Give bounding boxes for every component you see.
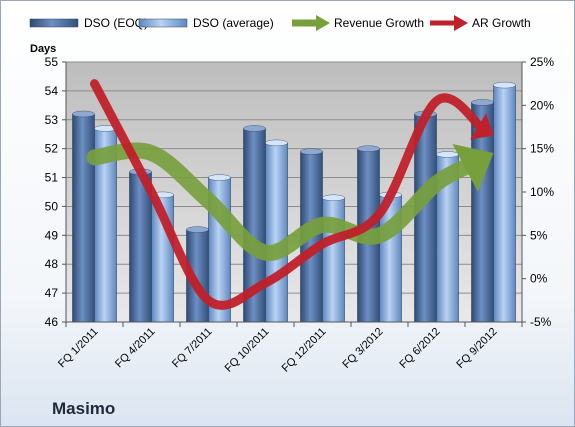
legend-label: DSO (average) <box>193 16 274 30</box>
bar-cap <box>186 226 209 233</box>
bar <box>72 113 95 323</box>
y-tick-label: 46 <box>45 315 59 329</box>
y2-tick-label: -5% <box>530 315 552 329</box>
y-tick-label: 52 <box>45 142 59 156</box>
y-tick-label: 48 <box>45 257 59 271</box>
bar-cap <box>243 125 266 132</box>
bar-cap <box>72 110 95 118</box>
bar <box>265 142 288 323</box>
legend-swatch <box>29 18 79 28</box>
y-tick-label: 51 <box>45 171 59 185</box>
y-tick-label: 53 <box>45 113 59 127</box>
x-tick-label: FQ 10/2011 <box>223 326 272 375</box>
legend-label: AR Growth <box>472 16 531 30</box>
y2-tick-label: 25% <box>530 55 554 69</box>
bar-cap <box>357 145 380 152</box>
y-tick-label: 50 <box>45 199 59 213</box>
x-tick-label: FQ 9/2012 <box>454 326 499 371</box>
bar-cap <box>265 139 288 147</box>
legend-label: DSO (EOQ) <box>84 16 148 30</box>
y-tick-label: 54 <box>45 84 59 98</box>
bar <box>493 84 516 323</box>
y-tick-label: 47 <box>45 286 59 300</box>
bar <box>322 197 345 323</box>
legend-swatch-arrow <box>454 15 468 31</box>
x-tick-label: FQ 6/2012 <box>397 326 442 371</box>
bar-cap <box>493 81 516 89</box>
bar-cap <box>300 148 323 155</box>
series-arrowhead <box>452 144 494 193</box>
y-axis-title: Days <box>30 43 56 55</box>
x-tick-label: FQ 3/2012 <box>340 326 385 371</box>
series-arrowhead <box>470 113 494 140</box>
x-tick-label: FQ 12/2011 <box>280 326 329 375</box>
y2-tick-label: 0% <box>530 272 548 286</box>
bar-cap <box>436 151 459 158</box>
legend-swatch <box>138 18 188 28</box>
company-name: Masimo <box>52 399 116 418</box>
x-tick-label: FQ 7/2011 <box>170 326 215 371</box>
bar-cap <box>208 174 231 181</box>
y2-tick-label: 5% <box>530 228 548 242</box>
legend-label: Revenue Growth <box>334 16 424 30</box>
bar-cap <box>322 194 345 201</box>
x-tick-label: FQ 4/2011 <box>113 326 158 371</box>
x-tick-label: FQ 1/2011 <box>56 326 101 371</box>
legend-swatch-arrow <box>316 15 330 31</box>
bar-cap <box>471 99 494 106</box>
series-line <box>90 79 488 310</box>
bar <box>414 113 437 323</box>
y-tick-label: 55 <box>45 55 59 69</box>
y2-tick-label: 20% <box>530 98 554 112</box>
y2-tick-label: 10% <box>530 185 554 199</box>
y-tick-label: 49 <box>45 228 59 242</box>
y2-tick-label: 15% <box>530 142 554 156</box>
series-line <box>86 142 482 261</box>
